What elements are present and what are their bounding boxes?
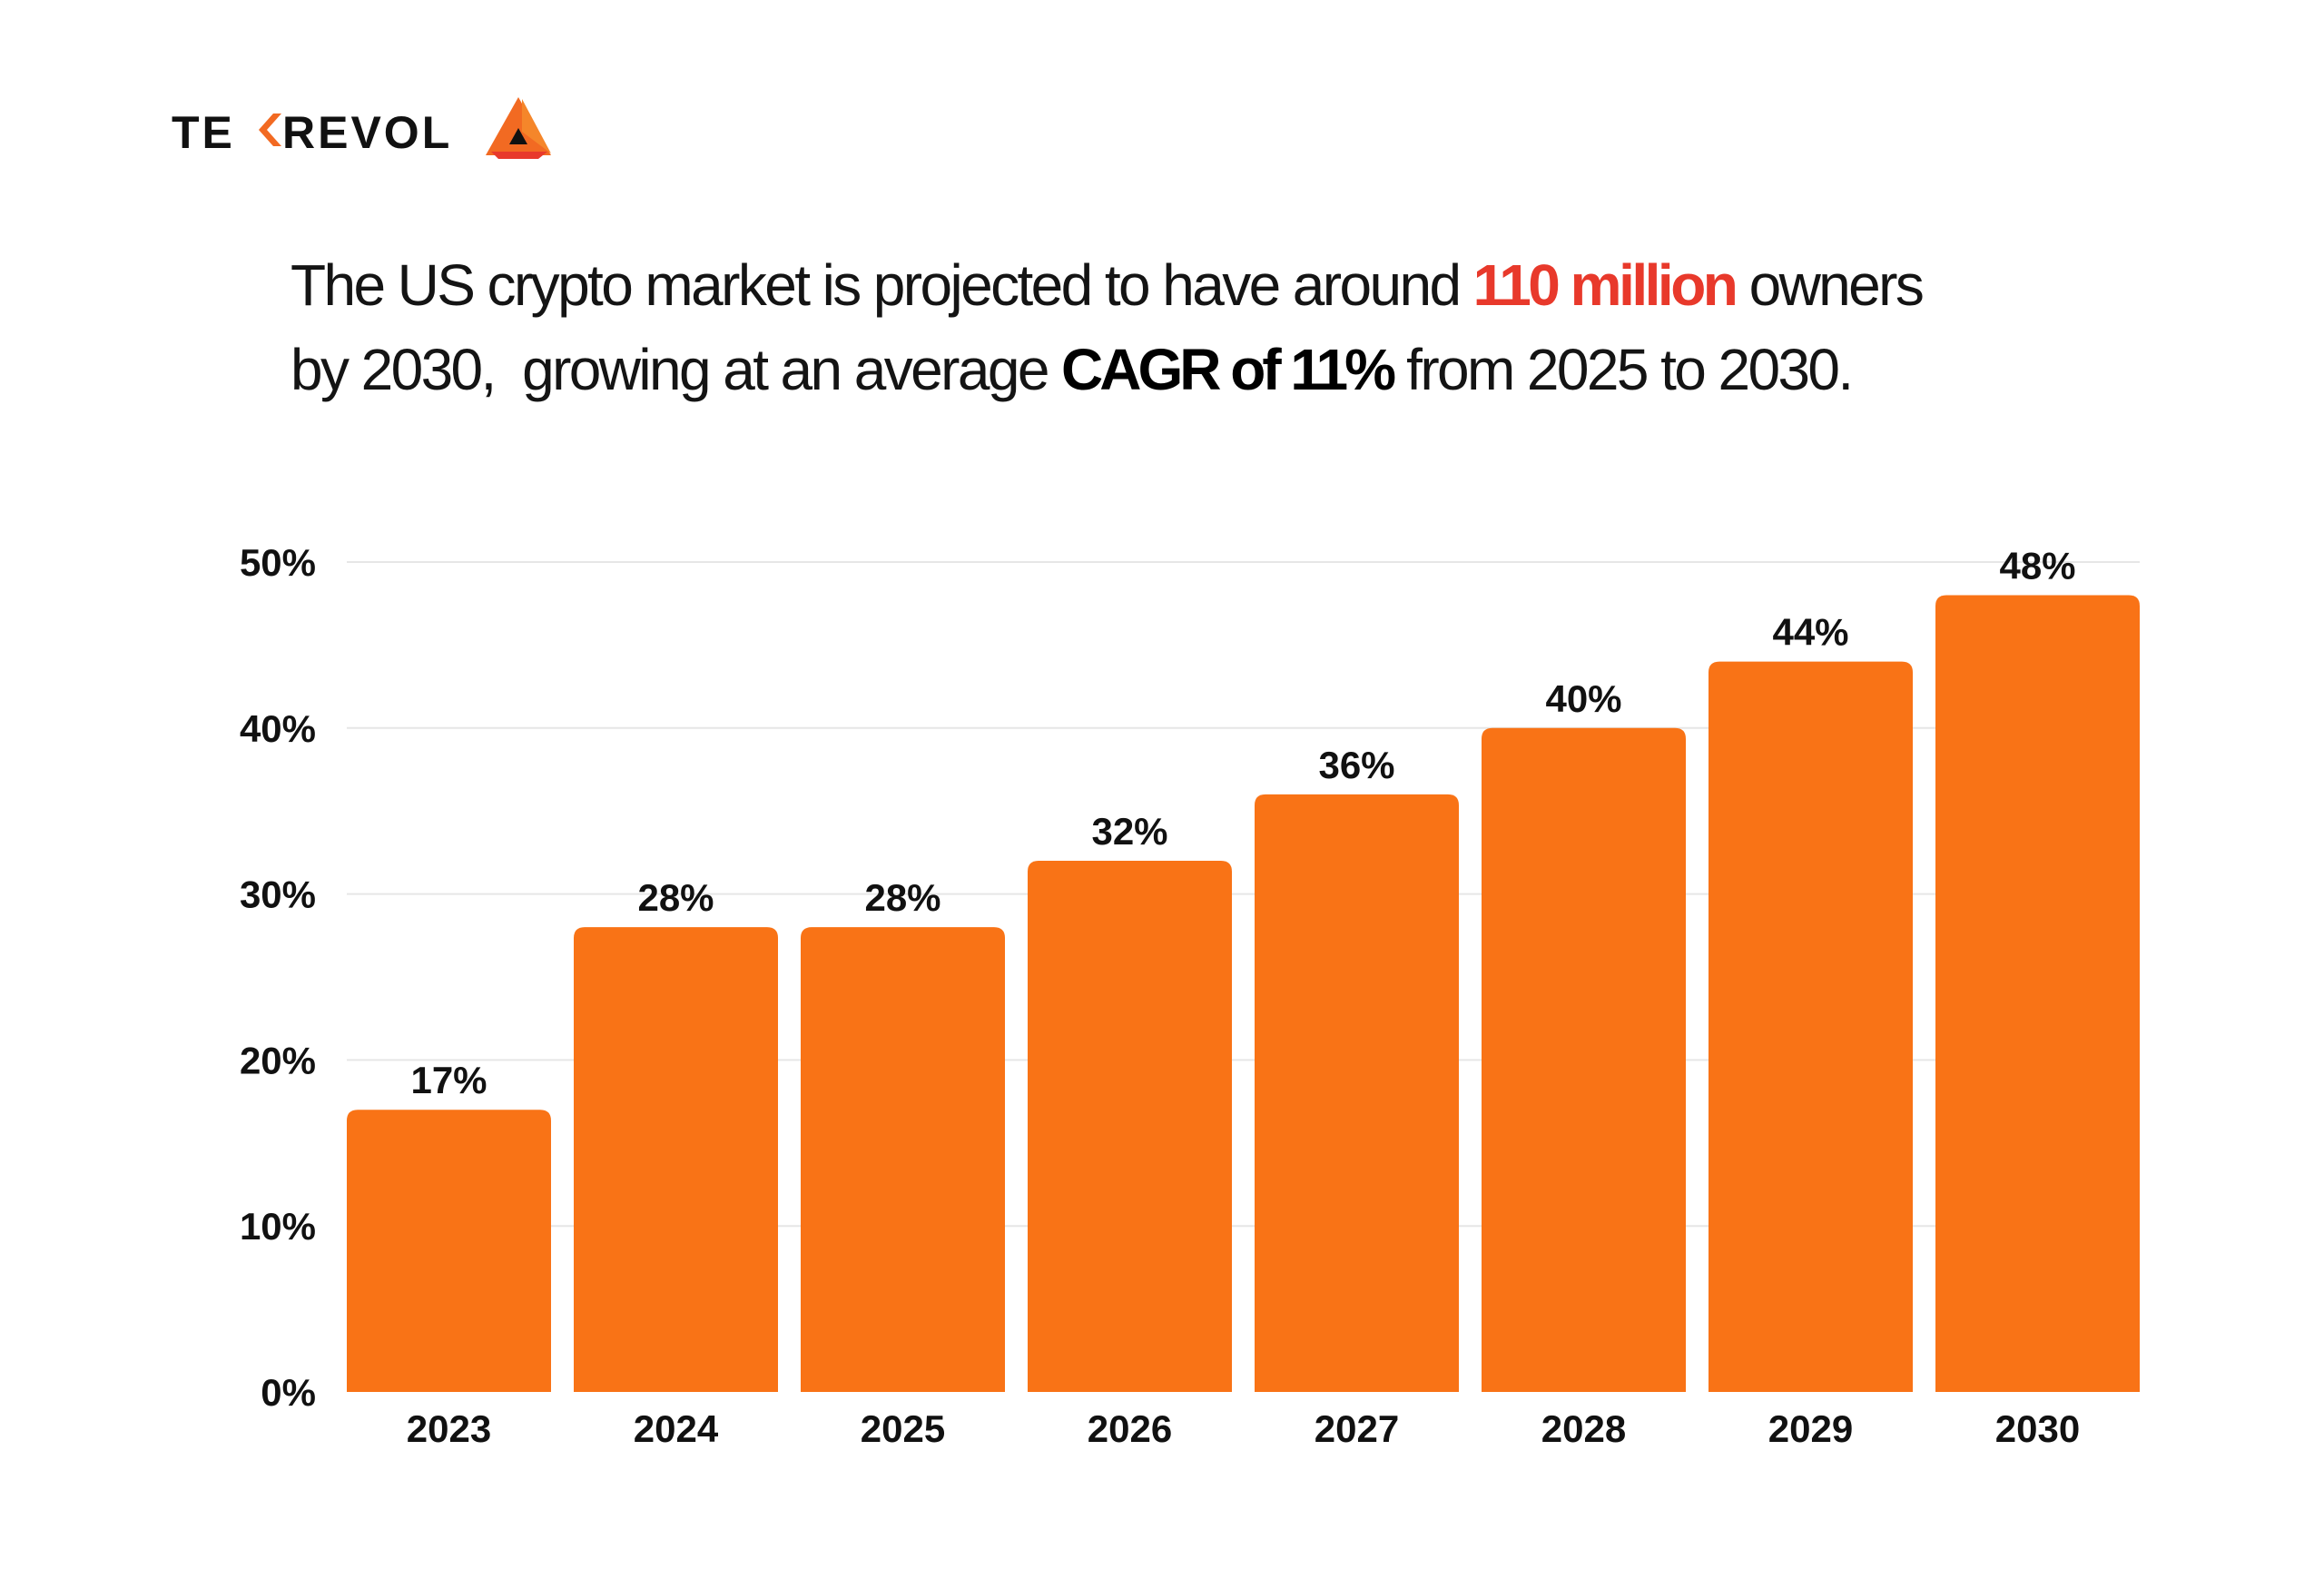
x-tick-label: 2024 <box>634 1407 719 1450</box>
headline-text: by 2030, growing at an average <box>290 337 1061 402</box>
y-tick-label: 0% <box>261 1371 316 1414</box>
bar-2026 <box>1028 861 1232 1392</box>
headline-highlight: 110 million <box>1472 252 1738 318</box>
x-tick-label: 2023 <box>407 1407 491 1450</box>
x-tick-label: 2025 <box>861 1407 945 1450</box>
x-tick-label: 2028 <box>1541 1407 1626 1450</box>
value-label: 28% <box>637 876 714 919</box>
bar-2028 <box>1482 727 1686 1392</box>
value-label: 40% <box>1545 677 1621 720</box>
bar-2024 <box>574 927 778 1392</box>
x-tick-label: 2027 <box>1315 1407 1399 1450</box>
headline-text: owners <box>1735 252 1925 318</box>
headline-text: The US crypto market is projected to hav… <box>290 252 1473 318</box>
headline-bold: CAGR of 11% <box>1061 337 1396 402</box>
svg-text:REVOL: REVOL <box>282 107 452 158</box>
headline-line-1: The US crypto market is projected to hav… <box>290 256 1925 314</box>
y-tick-label: 20% <box>240 1039 316 1081</box>
y-tick-label: 30% <box>240 873 316 916</box>
x-tick-label: 2026 <box>1088 1407 1172 1450</box>
y-tick-label: 50% <box>240 541 316 584</box>
value-label: 36% <box>1318 744 1394 786</box>
x-tick-label: 2030 <box>1995 1407 2080 1450</box>
svg-text:TE: TE <box>172 107 235 158</box>
bar-2027 <box>1255 794 1459 1392</box>
headline-line-2: by 2030, growing at an average CAGR of 1… <box>290 337 1854 402</box>
bar-2029 <box>1709 661 1913 1392</box>
y-tick-label: 10% <box>240 1205 316 1248</box>
value-label: 32% <box>1091 810 1167 853</box>
value-label: 44% <box>1772 611 1848 654</box>
bar-2030 <box>1935 595 2140 1392</box>
value-label: 48% <box>1999 545 2075 587</box>
x-tick-label: 2029 <box>1768 1407 1853 1450</box>
value-label: 28% <box>864 876 940 919</box>
bar-2025 <box>801 927 1005 1392</box>
value-label: 17% <box>410 1059 487 1101</box>
bar-2023 <box>347 1110 551 1392</box>
y-tick-label: 40% <box>240 707 316 750</box>
tekrevol-logo: TE REVOL <box>172 97 551 159</box>
headline-text: from 2025 to 2030. <box>1392 337 1854 402</box>
